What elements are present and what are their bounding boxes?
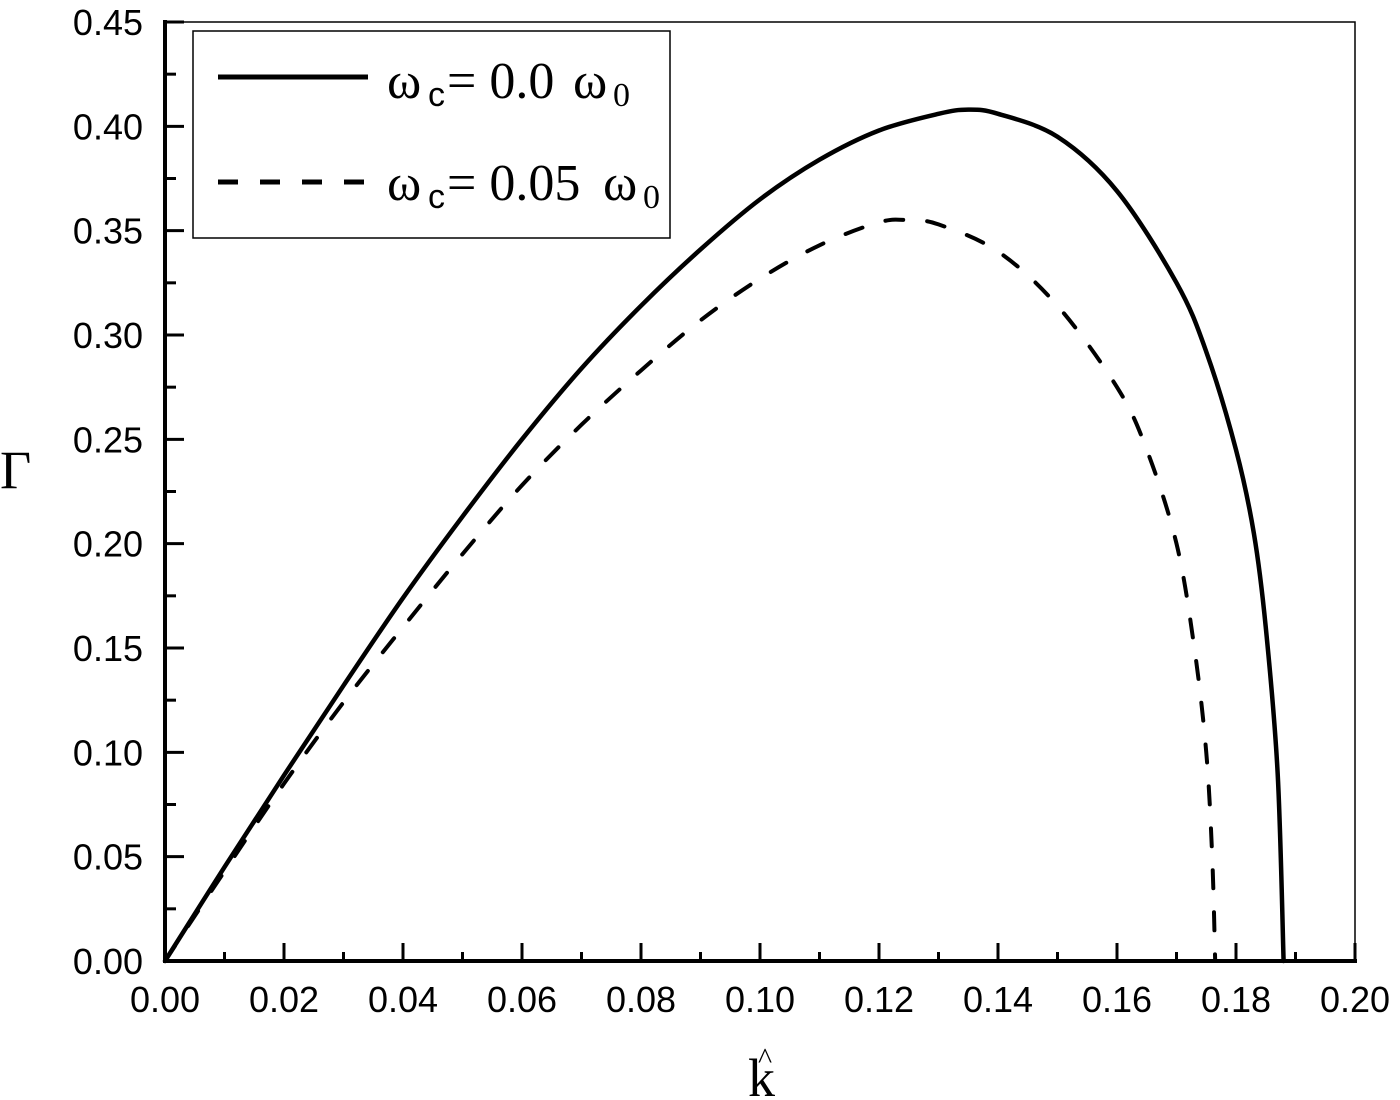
- x-tick-label: 0.00: [130, 979, 200, 1020]
- x-tick-label: 0.02: [249, 979, 319, 1020]
- x-tick-label: 0.08: [606, 979, 676, 1020]
- series-layer: [162, 107, 1286, 964]
- y-tick-label: 0.20: [73, 524, 143, 565]
- legend-omega-c: ω: [387, 53, 421, 110]
- y-tick-label: 0.40: [73, 106, 143, 147]
- x-tick-label: 0.18: [1201, 979, 1271, 1020]
- y-tick-label: 0.25: [73, 419, 143, 460]
- x-axis-title-hat: ^: [758, 1042, 772, 1075]
- x-tick-label: 0.14: [963, 979, 1033, 1020]
- x-tick-label: 0.10: [725, 979, 795, 1020]
- legend-item-1: ω c = 0.05 ω 0: [387, 155, 660, 216]
- x-tick-label: 0.06: [487, 979, 557, 1020]
- legend-box: [192, 30, 671, 239]
- y-tick-label: 0.15: [73, 628, 143, 669]
- y-axis-title: Γ: [0, 440, 31, 500]
- x-tick-label: 0.20: [1320, 979, 1390, 1020]
- x-ticks: 0.00 0.02 0.04 0.06 0.08 0.10 0.12 0.14 0.16 0.18…: [130, 943, 1390, 1020]
- legend-eq: = 0.05: [447, 155, 580, 212]
- y-tick-label: 0.35: [73, 211, 143, 252]
- series-solid-line: [162, 107, 1286, 964]
- y-tick-label: 0.45: [73, 2, 143, 43]
- y-tick-label: 0.10: [73, 732, 143, 773]
- x-tick-label: 0.12: [844, 979, 914, 1020]
- x-axis-title: k: [748, 1048, 775, 1100]
- series-dashed-line: [163, 217, 1218, 963]
- legend-sub-0: 0: [613, 77, 630, 114]
- legend-omega-c: ω: [387, 155, 421, 212]
- legend-sub-c: c: [428, 178, 445, 216]
- legend-omega-0: ω: [573, 53, 607, 110]
- y-ticks: 0.00 0.05 0.10 0.15 0.20 0.25 0.30 0.35 0.40 0.45: [73, 2, 184, 982]
- x-tick-label: 0.04: [368, 979, 438, 1020]
- legend-eq: = 0.0: [447, 53, 554, 110]
- x-tick-label: 0.16: [1082, 979, 1152, 1020]
- y-tick-label: 0.00: [73, 941, 143, 982]
- y-tick-label: 0.05: [73, 837, 143, 878]
- legend-omega-0: ω: [603, 155, 637, 212]
- legend-sub-0: 0: [643, 179, 660, 216]
- y-tick-label: 0.30: [73, 315, 143, 356]
- legend-item-0: ω c = 0.0 ω 0: [387, 53, 630, 114]
- legend-sub-c: c: [428, 76, 445, 114]
- legend: ω c = 0.0 ω 0 ω c = 0.05 ω 0: [192, 30, 671, 239]
